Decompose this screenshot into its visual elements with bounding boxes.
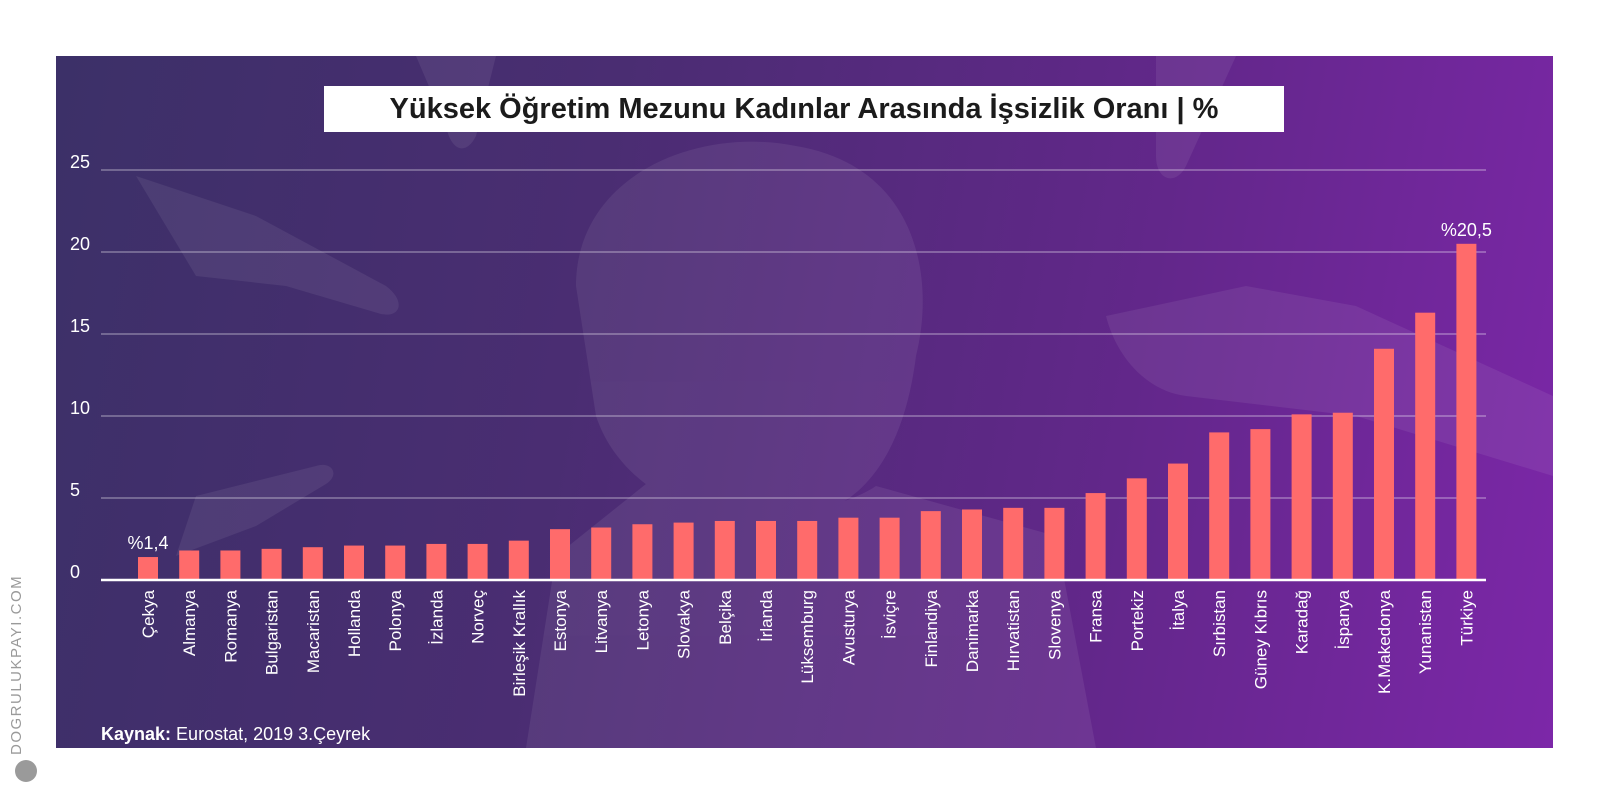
- bar: [714, 520, 735, 580]
- x-tick-label: İspanya: [1334, 589, 1353, 649]
- bar: [756, 520, 776, 580]
- x-tick-label: İrlanda: [757, 589, 776, 642]
- x-tick-label: Avusturya: [839, 589, 858, 665]
- x-tick-label: Macaristan: [304, 590, 323, 673]
- x-tick-label: Türkiye: [1457, 590, 1476, 646]
- x-tick-label: Birleşik Krallık: [510, 590, 529, 697]
- x-tick-label: Fransa: [1087, 589, 1106, 642]
- x-tick-label: Almanya: [180, 589, 199, 656]
- bar: [179, 550, 200, 580]
- data-label: %20,5: [1441, 220, 1492, 240]
- x-tick-label: Hollanda: [345, 589, 364, 657]
- y-tick-label: 10: [70, 398, 90, 418]
- source-label: Kaynak:: [101, 724, 172, 744]
- x-tick-label: İzlanda: [427, 589, 446, 644]
- bar: [1003, 507, 1024, 580]
- logo-icon: [15, 760, 37, 782]
- bar: [1332, 412, 1353, 580]
- x-tick-label: Norveç: [469, 590, 488, 644]
- bar: [1250, 429, 1271, 580]
- bar: [385, 545, 406, 580]
- background-illustration: [136, 56, 1553, 748]
- bar: [1456, 243, 1477, 581]
- chart-title: Yüksek Öğretim Mezunu Kadınlar Arasında …: [389, 92, 1219, 125]
- chart-panel: 0 5 10 15 20 25 Çekya Almanya Romanya Bulgaristan…: [56, 56, 1553, 748]
- x-tick-label: Lüksemburg: [798, 590, 817, 684]
- y-tick-label: 25: [70, 152, 90, 172]
- bar: [220, 550, 241, 580]
- x-tick-label: Güney Kıbrıs: [1251, 590, 1270, 689]
- y-tick-label: 5: [70, 480, 80, 500]
- bar: [426, 543, 447, 580]
- x-tick-label: Romanya: [221, 589, 240, 662]
- chart-title-box: Yüksek Öğretim Mezunu Kadınlar Arasında …: [324, 86, 1284, 132]
- bar: [138, 557, 158, 580]
- y-tick-label: 15: [70, 316, 90, 336]
- bar: [632, 524, 653, 580]
- x-tick-label: Bulgaristan: [263, 590, 282, 675]
- bar: [838, 517, 859, 580]
- bar: [962, 509, 982, 580]
- x-tick-label: Belçika: [716, 589, 735, 644]
- bar-chart: 0 5 10 15 20 25 Çekya Almanya Romanya Bulgaristan…: [70, 152, 1492, 697]
- bar: [879, 517, 900, 580]
- bar: [1085, 493, 1106, 580]
- x-tick-label: Karadağ: [1293, 590, 1312, 654]
- bar: [1291, 414, 1312, 580]
- x-tick-label: Finlandiya: [922, 589, 941, 667]
- bar: [673, 522, 694, 580]
- x-tick-label: Yunanistan: [1416, 590, 1435, 674]
- bar: [302, 547, 323, 580]
- bar: [1126, 478, 1147, 580]
- bar: [344, 545, 364, 580]
- source-text: Eurostat, 2019 3.Çeyrek: [176, 724, 371, 744]
- x-tick-label: Çekya: [139, 589, 158, 638]
- bar: [467, 543, 488, 580]
- bar: [550, 529, 570, 580]
- x-tick-label: K.Makedonya: [1375, 589, 1394, 693]
- x-tick-label: Estonya: [551, 589, 570, 651]
- y-tick-label: 0: [70, 562, 80, 582]
- x-tick-label: İsviçre: [881, 590, 900, 639]
- bar: [1044, 507, 1065, 580]
- bar: [261, 548, 282, 580]
- x-tick-label: Sırbistan: [1210, 590, 1229, 657]
- x-tick-label: Danimarka: [963, 589, 982, 672]
- bar: [1209, 432, 1230, 580]
- x-tick-label: Polonya: [386, 589, 405, 651]
- bar: [797, 520, 818, 580]
- watermark: DOGRULUKPAYI.COM: [8, 574, 25, 755]
- y-tick-label: 20: [70, 234, 90, 254]
- data-label: %1,4: [127, 533, 168, 553]
- bar: [508, 540, 529, 580]
- source-note: Kaynak: Eurostat, 2019 3.Çeyrek: [101, 724, 370, 745]
- x-tick-label: Litvanya: [592, 589, 611, 653]
- x-tick-label: Hırvatistan: [1004, 590, 1023, 671]
- bar: [1168, 463, 1188, 580]
- x-tick-label: Slovakya: [675, 589, 694, 659]
- bar: [591, 527, 612, 580]
- bar: [1415, 312, 1436, 580]
- x-tick-label: Portekiz: [1128, 590, 1147, 651]
- x-tick-label: İtalya: [1169, 589, 1188, 630]
- x-tick-label: Letonya: [633, 589, 652, 650]
- bar: [1374, 348, 1394, 580]
- x-tick-label: Slovenya: [1045, 589, 1064, 659]
- bar: [920, 511, 941, 580]
